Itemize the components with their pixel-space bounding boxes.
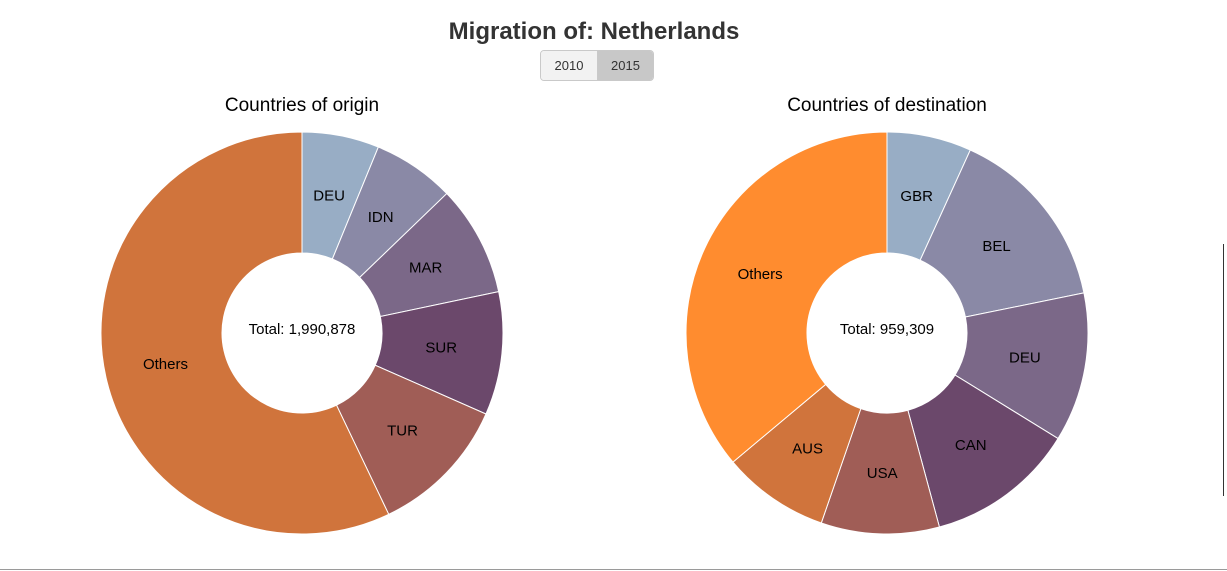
destination-chart-title: Countries of destination xyxy=(787,95,987,116)
bottom-divider xyxy=(0,569,1227,570)
page-title: Migration of: Netherlands xyxy=(448,18,740,45)
origin-slice-tur[interactable] xyxy=(335,364,487,515)
destination-label-aus: AUS xyxy=(792,440,823,457)
year-2015-button[interactable]: 2015 xyxy=(597,51,653,80)
destination-slice-others[interactable] xyxy=(685,131,888,463)
scrollbar-edge xyxy=(1223,244,1224,496)
destination-label-can: CAN xyxy=(955,437,987,454)
origin-label-sur: SUR xyxy=(425,339,457,356)
origin-label-others: Others xyxy=(143,356,188,373)
destination-label-gbr: GBR xyxy=(900,188,933,205)
origin-label-mar: MAR xyxy=(409,259,443,276)
origin-donut-chart: Countries of origin DEU IDN MAR SUR TUR Others… xyxy=(100,95,504,535)
destination-donut-chart: Countries of destination GBR BEL DEU CAN USA A… xyxy=(685,95,1089,535)
origin-label-idn: IDN xyxy=(368,209,394,226)
origin-slice-others[interactable] xyxy=(100,131,390,535)
origin-label-deu: DEU xyxy=(313,188,345,205)
destination-total-label: Total: 959,309 xyxy=(840,321,934,338)
year-toggle: 2010 2015 xyxy=(540,50,654,81)
destination-label-usa: USA xyxy=(867,465,898,482)
origin-total-label: Total: 1,990,878 xyxy=(249,321,356,338)
destination-label-deu: DEU xyxy=(1009,350,1041,367)
year-2010-button[interactable]: 2010 xyxy=(541,51,597,80)
origin-chart-title: Countries of origin xyxy=(225,95,379,116)
origin-label-tur: TUR xyxy=(387,422,418,439)
destination-label-bel: BEL xyxy=(982,238,1010,255)
destination-label-others: Others xyxy=(738,266,783,283)
destination-slice-bel[interactable] xyxy=(919,149,1085,318)
